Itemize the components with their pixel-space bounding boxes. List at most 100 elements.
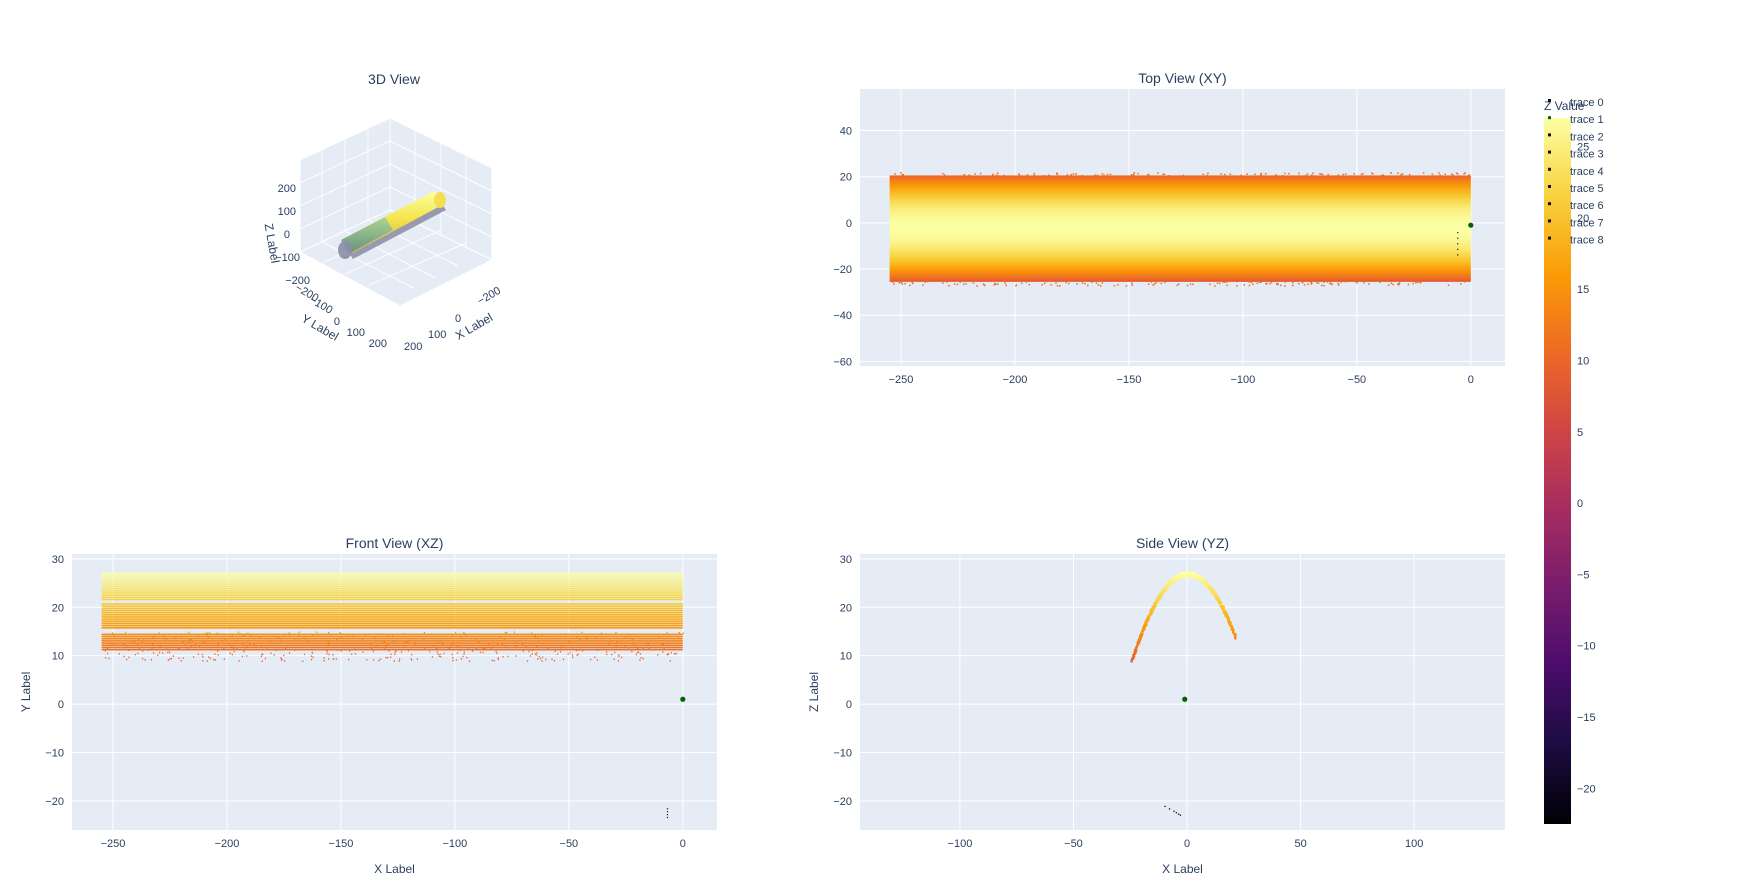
point (1222, 607, 1225, 610)
point (900, 282, 903, 284)
point-band (889, 198, 1471, 201)
point (298, 635, 300, 637)
point (666, 811, 669, 813)
point (1142, 629, 1145, 632)
point (1212, 591, 1215, 594)
point (541, 660, 543, 662)
point (362, 651, 364, 654)
legend-marker-icon (1548, 99, 1551, 102)
point (206, 635, 208, 637)
point (568, 640, 570, 643)
point (1392, 283, 1394, 286)
point (468, 660, 471, 662)
legend-item[interactable]: trace 2 (1548, 131, 1604, 143)
point (1259, 173, 1262, 176)
point (1230, 627, 1233, 630)
legend-item[interactable]: trace 4 (1548, 166, 1604, 178)
point (1310, 283, 1313, 285)
point (134, 640, 136, 643)
point (628, 634, 630, 636)
legend-item[interactable]: trace 5 (1548, 183, 1604, 195)
legend-item[interactable]: trace 6 (1548, 200, 1604, 212)
point (1232, 628, 1235, 631)
point-band (889, 212, 1471, 216)
point (1353, 173, 1356, 175)
y-tick-label: −10 (45, 748, 64, 760)
legend[interactable]: trace 0 trace 1 trace 2 trace 3 trace 4 trace… (1548, 97, 1604, 247)
x-tick-label: 0 (1184, 838, 1190, 850)
legend-item[interactable]: trace 7 (1548, 217, 1604, 229)
point (613, 658, 615, 661)
marker-point (1182, 696, 1188, 702)
point (1186, 284, 1189, 287)
plot-area[interactable] (860, 554, 1505, 830)
point (1166, 585, 1169, 588)
point (1045, 280, 1047, 283)
point (175, 637, 177, 639)
point (391, 634, 394, 637)
point (108, 657, 110, 660)
point (1190, 572, 1193, 575)
point (261, 660, 263, 662)
legend-item[interactable]: trace 1 (1548, 114, 1604, 126)
point (269, 646, 272, 649)
point (1439, 176, 1441, 178)
point-band (889, 225, 1471, 228)
point (288, 652, 291, 654)
point (283, 654, 285, 657)
point-band (889, 202, 1471, 206)
point (1044, 175, 1047, 178)
point (617, 660, 619, 662)
point (223, 647, 225, 650)
point (1430, 176, 1433, 178)
point-band (101, 587, 683, 590)
chart-3d-view[interactable]: 3D View 200 100 0 −100 −200 Z Label −200… (262, 71, 503, 353)
point (608, 643, 610, 646)
colorbar-tick-label: 5 (1577, 427, 1583, 439)
point (1138, 637, 1141, 640)
x-axis-tick-label: 0 (455, 313, 461, 325)
point (1033, 174, 1035, 176)
point (1130, 660, 1133, 663)
point (303, 637, 305, 639)
point (507, 655, 509, 658)
point (1457, 243, 1459, 245)
point (1056, 285, 1059, 287)
point (387, 634, 389, 636)
point (1185, 571, 1188, 574)
legend-item[interactable]: trace 0 (1548, 97, 1604, 109)
legend-item[interactable]: trace 3 (1548, 149, 1604, 161)
point (207, 636, 210, 639)
point (1303, 284, 1306, 286)
point (1210, 589, 1213, 592)
point (448, 647, 451, 650)
point (239, 632, 241, 635)
point (1451, 175, 1453, 177)
point (666, 808, 669, 810)
point (1157, 595, 1160, 598)
point (268, 640, 270, 642)
x-tick-label: −200 (215, 838, 240, 850)
point (154, 636, 156, 638)
point (605, 651, 608, 653)
point (1312, 172, 1314, 174)
point-band (101, 581, 683, 583)
point (1398, 283, 1400, 286)
point (491, 659, 493, 662)
point (243, 650, 245, 653)
point (642, 647, 645, 649)
marker-point (1468, 222, 1474, 228)
point (1154, 600, 1157, 603)
point (1408, 173, 1411, 176)
point (551, 658, 553, 661)
point (1156, 598, 1159, 601)
cylinder-pointcloud (338, 191, 446, 259)
point (1136, 643, 1139, 646)
point (1182, 571, 1185, 574)
point (463, 653, 465, 655)
point (1176, 576, 1179, 579)
legend-item[interactable]: trace 8 (1548, 235, 1604, 247)
